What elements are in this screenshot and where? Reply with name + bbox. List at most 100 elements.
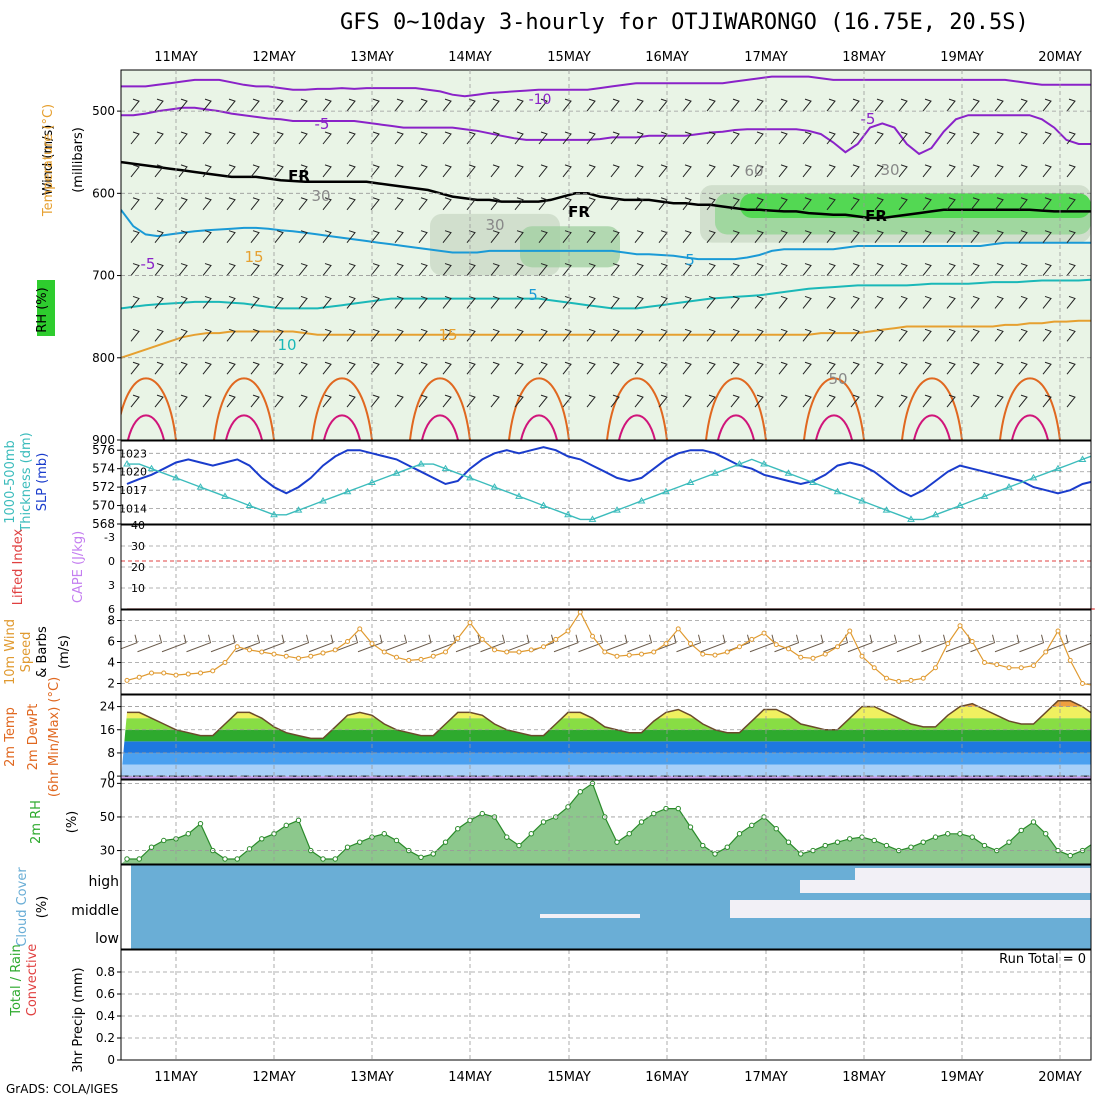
slp-tick-label: 1017 [119, 484, 147, 497]
wind-barb [1018, 328, 1028, 342]
wind-speed-point [933, 665, 938, 671]
thickness-marker [784, 469, 793, 476]
rh2m-point [357, 839, 363, 845]
rh2m-point [883, 842, 890, 849]
wind-barb [274, 263, 284, 276]
rh2m-point [1018, 827, 1024, 834]
lifted-index-tick-label: 0 [108, 555, 115, 568]
wind-barb [658, 164, 668, 178]
wind-barb [202, 263, 212, 276]
wind-barb [346, 131, 356, 145]
wind-barb [154, 295, 164, 309]
wind-barb [850, 295, 860, 309]
wind-barb [850, 131, 860, 145]
contour-label: 60 [744, 162, 763, 180]
wind-barb [634, 361, 644, 375]
wind-barb [586, 361, 596, 375]
wind-barb [634, 197, 644, 211]
rh2m-axis-label: (%) [65, 811, 80, 834]
wind-barb [706, 361, 716, 375]
wind-barb [274, 328, 284, 342]
wind-barb [322, 394, 332, 408]
wind-speed-point [896, 678, 902, 684]
wind-barb [490, 394, 500, 408]
cape-tick-label: 30 [131, 540, 145, 553]
wind-barb [442, 394, 452, 408]
rh2m-point [1067, 852, 1073, 859]
rh2m-tick-label: 70 [100, 776, 115, 790]
temperature-contour-5 [121, 209, 1091, 261]
wind-barb [994, 295, 1004, 309]
pressure-tick-label: 700 [92, 269, 115, 283]
contour-label: FR [865, 207, 887, 225]
temp-band [121, 776, 1091, 779]
wind-speed-point [994, 662, 1000, 668]
wind-speed-point [369, 641, 375, 647]
wind-barb-10m [578, 634, 604, 653]
wind-barb [850, 98, 860, 112]
wind-barb [682, 197, 692, 211]
upper-air-axis-label: Temperature (°C) [41, 104, 56, 217]
wind-barb [946, 131, 956, 145]
wind-speed-point [663, 641, 669, 647]
wind-speed-point [332, 647, 338, 653]
wind-barb [610, 263, 620, 276]
wind-barb-10m [406, 634, 432, 653]
wind-barb [922, 197, 932, 211]
wind-barb [658, 394, 668, 408]
wind-barb [274, 394, 284, 408]
wind-barb [346, 361, 356, 375]
wind-barb [130, 98, 140, 112]
wind-barb [610, 230, 620, 243]
wind-barb [898, 361, 908, 375]
date-label-bottom: 15MAY [547, 1070, 591, 1085]
wind-barb [226, 361, 236, 375]
wind-barb [850, 394, 860, 408]
contour-label: -5 [315, 115, 330, 133]
wind-speed-point [688, 641, 693, 647]
wind-barb [562, 394, 572, 408]
rh2m-point [724, 844, 730, 850]
wind-barb [874, 98, 884, 112]
date-label-bottom: 11MAY [154, 1070, 198, 1085]
rh2m-tick-label: 50 [100, 810, 115, 824]
rh2m-point [834, 839, 841, 845]
wind-barb-10m [259, 634, 285, 653]
thickness-marker [980, 492, 989, 499]
wind-barb [634, 230, 644, 243]
date-label-top: 15MAY [547, 50, 591, 65]
wind-barb [610, 394, 620, 408]
wind-barb [226, 164, 236, 178]
wind-barb [178, 131, 188, 145]
wind-barb [826, 394, 836, 408]
wind-barb [394, 164, 404, 178]
wind-barb [874, 328, 884, 342]
wind-barb [562, 197, 572, 211]
wind-barb [370, 361, 380, 375]
wind-barb [490, 295, 500, 309]
date-label-bottom: 13MAY [350, 1070, 394, 1085]
wind-barb [202, 295, 212, 309]
rh2m-point [871, 837, 877, 844]
rh2m-point [957, 831, 963, 837]
wind-barb [970, 230, 980, 243]
wind-speed-point [773, 642, 779, 648]
wind-barb [682, 328, 692, 342]
wind-barb [562, 230, 572, 243]
temperature-contour-20 [311, 377, 373, 440]
wind-barb [730, 164, 740, 178]
wind-barb [1066, 197, 1076, 211]
wind-barb [250, 164, 260, 178]
wind-barb [178, 164, 188, 178]
wind-barb [730, 394, 740, 408]
wind-barb [1042, 230, 1052, 243]
wind-barb [610, 98, 620, 112]
wind-barb [370, 263, 380, 276]
wind-barb [562, 263, 572, 276]
wind-barb-10m [137, 634, 163, 653]
wind-barb [586, 394, 596, 408]
date-label-bottom: 20MAY [1038, 1070, 1082, 1085]
rh2m-point [320, 856, 326, 862]
rh2m-point [246, 846, 253, 852]
wind-barb [394, 98, 404, 112]
